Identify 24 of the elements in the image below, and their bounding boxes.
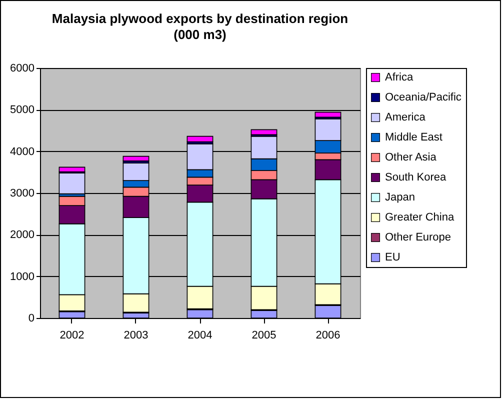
legend-label: Greater China: [385, 212, 455, 224]
x-tick-label: 2003: [124, 330, 148, 342]
chart-subtitle: (000 m3): [174, 27, 226, 42]
x-tick-label: 2005: [252, 330, 276, 342]
y-tick-label: 1000: [10, 270, 34, 283]
y-tick-label: 4000: [10, 146, 34, 158]
legend-label: Other Europe: [385, 232, 452, 244]
y-tick-label: 5000: [10, 104, 34, 116]
legend-label: South Korea: [385, 172, 448, 184]
legend-label: Middle East: [385, 132, 442, 144]
y-tick-label: 0: [28, 312, 34, 324]
x-tick-label: 2004: [188, 330, 212, 342]
chart-title: Malaysia plywood exports by destination region: [52, 11, 348, 26]
y-tick-label: 6000: [10, 62, 34, 74]
y-tick-label: 3000: [10, 188, 34, 200]
legend-label: Africa: [385, 72, 414, 84]
y-tick-label: 2000: [10, 229, 34, 242]
legend-label: Other Asia: [385, 152, 438, 164]
legend-label: EU: [385, 252, 400, 264]
legend-label: Japan: [385, 192, 415, 204]
legend-label: Oceania/Pacific: [385, 92, 462, 104]
legend-label: America: [385, 112, 426, 124]
x-tick-label: 2006: [316, 330, 340, 342]
x-tick-label: 2002: [60, 330, 84, 342]
